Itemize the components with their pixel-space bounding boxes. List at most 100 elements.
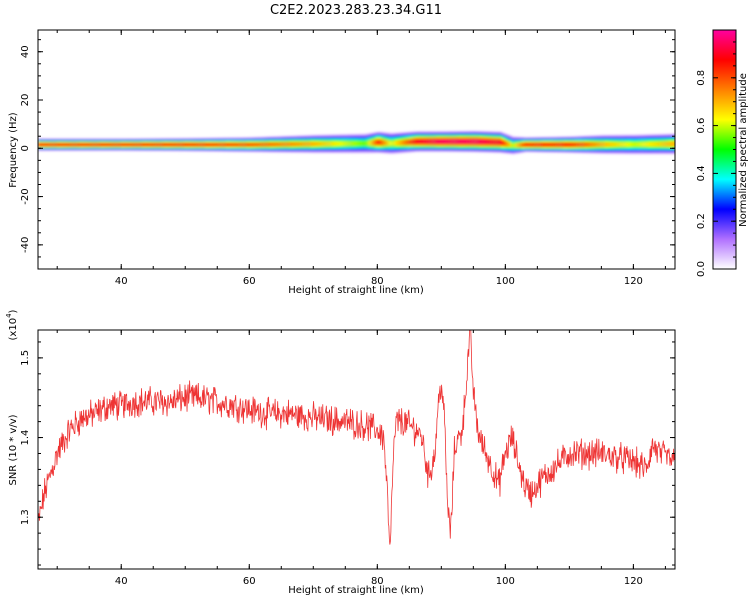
heatmap-cell [598,142,602,147]
heatmap-cell [573,142,577,147]
heatmap-cell [391,141,395,146]
heatmap-cell [614,142,618,147]
heatmap-cell [629,142,633,147]
heatmap-cell [557,143,561,147]
heatmap-cell [399,140,403,145]
heatmap-cell [493,139,497,145]
heatmap-cell [253,143,257,147]
heatmap-cell [299,142,303,146]
heatmap-cell [657,142,661,147]
heatmap-cell [360,141,364,146]
heatmap-cell [378,140,382,145]
heatmap-cell [488,139,492,145]
heatmap-cell [606,142,610,147]
heatmap-cell [673,141,675,147]
heatmap-cell [632,142,636,147]
heatmap-cell [417,139,421,144]
heatmap-cell [352,141,357,146]
snr-xtick-label: 100 [496,576,515,587]
heatmap-cell [414,139,418,144]
heatmap-cell [401,140,405,145]
heatmap-cell [58,143,62,146]
heatmap-cell [440,139,444,144]
heatmap-cell [283,142,287,146]
heatmap-cell [312,142,316,146]
heatmap-cell [204,143,208,147]
spectrogram-ytick-label: 0 [20,145,31,151]
heatmap-cell [442,139,446,144]
heatmap-cell [127,143,131,146]
heatmap-cell [181,143,185,147]
heatmap-cell [324,141,328,146]
heatmap-cell [145,143,149,146]
heatmap-cell [306,142,311,146]
heatmap-cell [319,142,323,146]
heatmap-cell [560,143,564,147]
heatmap-cell [294,142,298,146]
heatmap-cell [304,142,308,146]
heatmap-cell [178,143,182,147]
heatmap-cell [235,143,239,147]
heatmap-cell [347,141,352,146]
snr-multiplier-exp: 4 [5,313,13,318]
heatmap-cell [534,143,538,147]
heatmap-cell [562,143,567,147]
heatmap-cell [486,139,490,145]
heatmap-cell [634,142,638,147]
heatmap-cell [242,143,247,147]
heatmap-cell [112,143,116,146]
heatmap-cell [214,143,218,147]
heatmap-cell [368,141,372,146]
heatmap-cell [166,143,170,146]
spectrogram-ytick-label: 40 [20,45,31,58]
spectrogram-cells [38,130,675,155]
spectrogram-frame [37,29,676,270]
heatmap-cell [109,143,113,146]
heatmap-cell [276,142,280,147]
heatmap-cell [457,139,462,144]
heatmap-cell [424,139,428,144]
heatmap-cell [268,142,272,147]
heatmap-cell [50,143,54,146]
heatmap-cell [196,143,200,147]
spectrogram-xtick-label: 80 [371,276,384,287]
heatmap-cell [301,142,305,146]
heatmap-cell [422,139,426,144]
heatmap-cell [337,141,341,146]
heatmap-cell [370,140,375,145]
heatmap-cell [365,141,369,146]
heatmap-cell [232,143,236,147]
heatmap-cell [527,143,531,147]
heatmap-cell [94,143,98,146]
spectrogram-xtick-label: 120 [624,276,643,287]
heatmap-cell [498,140,503,145]
heatmap-cell [240,143,244,147]
spectrogram-xtick-label: 40 [115,276,128,287]
heatmap-cell [667,141,672,147]
heatmap-cell [86,143,90,146]
heatmap-cell [611,142,615,147]
heatmap-cell [665,141,669,147]
heatmap-cell [183,143,188,147]
heatmap-cell [43,143,47,146]
colorbar: 0.0 0.2 0.4 0.6 0.8 Normalized spectral ampl… [696,29,749,277]
heatmap-cell [570,142,574,147]
heatmap-cell [150,143,154,146]
heatmap-cell [99,143,103,146]
heatmap-cell [91,143,95,146]
heatmap-cell [158,143,162,146]
colorbar-bar [713,30,736,269]
heatmap-cell [491,139,495,145]
heatmap-cell [335,141,339,146]
heatmap-cell [194,143,198,147]
heatmap-cell [381,140,385,145]
heatmap-cell [114,143,118,146]
heatmap-cell [201,143,206,147]
colorbar-tick-label: 0.8 [696,70,707,86]
heatmap-cell [135,143,139,146]
heatmap-cell [388,141,392,146]
heatmap-cell [644,142,649,147]
heatmap-cell [217,143,221,147]
heatmap-cell [122,143,126,146]
snr-frame [37,329,676,570]
